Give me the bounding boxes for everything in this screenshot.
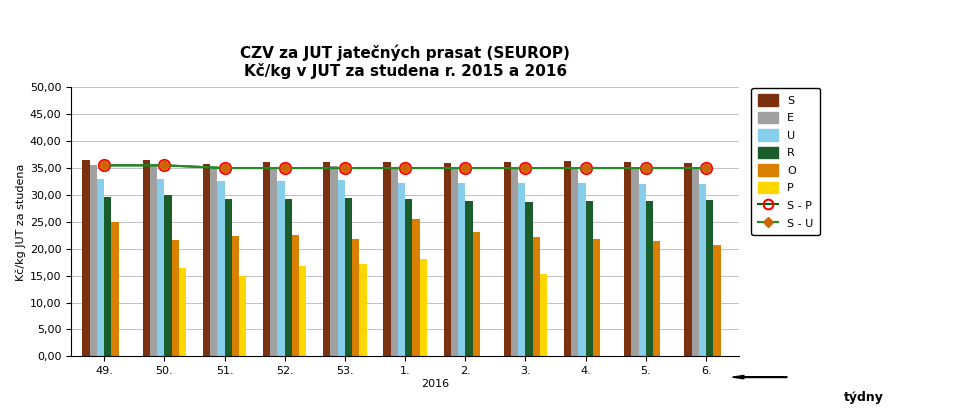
Bar <box>511 168 519 357</box>
Bar <box>519 183 525 357</box>
Bar <box>653 240 660 357</box>
Bar <box>210 168 218 357</box>
Bar <box>691 168 699 357</box>
Bar <box>451 168 458 357</box>
Bar <box>391 167 398 357</box>
Bar <box>96 179 104 357</box>
Bar <box>338 180 345 357</box>
Bar <box>285 199 292 357</box>
Bar <box>540 274 547 357</box>
Bar <box>157 179 164 357</box>
Bar <box>359 264 367 357</box>
Bar <box>330 166 338 357</box>
Bar <box>398 183 405 357</box>
Bar <box>564 161 571 357</box>
Bar <box>504 161 511 357</box>
Bar <box>413 219 419 357</box>
Bar <box>352 238 359 357</box>
Bar <box>585 201 593 357</box>
Bar <box>444 163 451 357</box>
Bar <box>239 276 246 357</box>
Bar <box>292 235 299 357</box>
Bar <box>323 161 330 357</box>
Bar <box>419 259 427 357</box>
Bar <box>593 238 600 357</box>
Bar <box>625 161 631 357</box>
Bar <box>90 165 96 357</box>
Text: 2016: 2016 <box>421 379 449 389</box>
Bar <box>473 232 479 357</box>
Bar <box>631 168 639 357</box>
Bar <box>706 201 713 357</box>
Legend: S, E, U, R, O, P, S - P, S - U: S, E, U, R, O, P, S - P, S - U <box>752 87 820 235</box>
Bar <box>458 183 465 357</box>
Bar <box>270 168 278 357</box>
Bar <box>571 168 579 357</box>
Bar <box>345 198 352 357</box>
Bar <box>179 267 186 357</box>
Bar <box>224 199 232 357</box>
Bar <box>465 201 473 357</box>
Bar <box>202 164 210 357</box>
Bar <box>112 222 118 357</box>
Title: CZV za JUT jatečných prasat (SEUROP)
Kč/kg v JUT za studena r. 2015 a 2016: CZV za JUT jatečných prasat (SEUROP) Kč/… <box>240 44 570 79</box>
Bar <box>579 183 585 357</box>
Text: týdny: týdny <box>844 391 884 404</box>
Bar <box>384 161 391 357</box>
Y-axis label: Kč/kg JUT za studena: Kč/kg JUT za studena <box>15 163 26 280</box>
Bar <box>232 236 239 357</box>
Bar <box>104 197 112 357</box>
Bar <box>639 183 646 357</box>
Bar <box>405 199 413 357</box>
Bar <box>699 184 706 357</box>
Bar <box>525 202 533 357</box>
Bar <box>164 196 172 357</box>
Bar <box>713 245 720 357</box>
Bar <box>150 165 157 357</box>
Bar <box>533 238 540 357</box>
Bar <box>142 160 150 357</box>
Bar <box>278 181 285 357</box>
Bar <box>299 266 307 357</box>
Bar <box>82 160 90 357</box>
Bar <box>172 240 179 357</box>
Bar <box>646 201 653 357</box>
Bar <box>685 163 691 357</box>
Bar <box>263 161 270 357</box>
Bar <box>218 181 224 357</box>
